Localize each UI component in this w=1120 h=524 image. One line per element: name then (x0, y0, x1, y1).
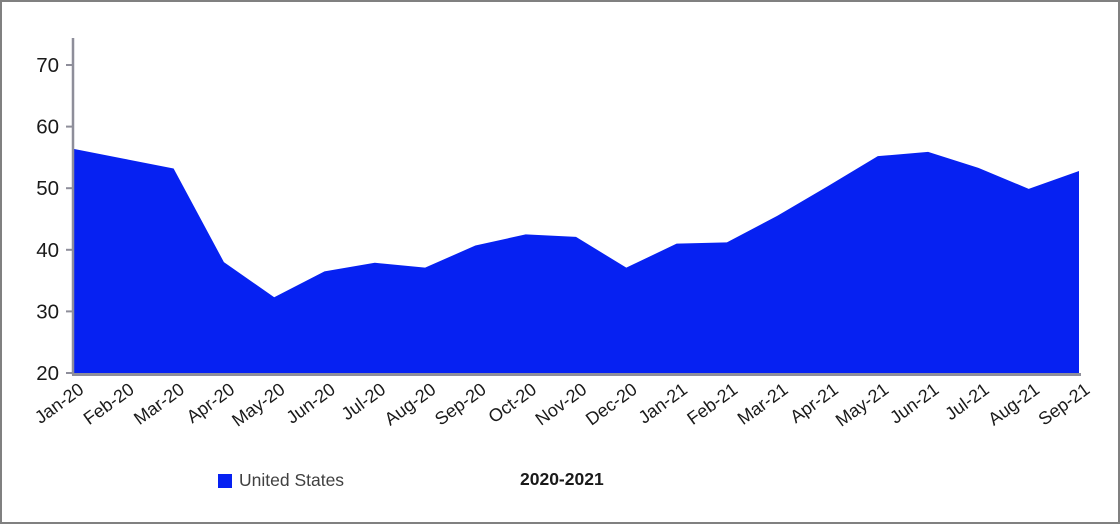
y-tick-label: 40 (36, 239, 59, 262)
y-tick-label: 30 (36, 300, 59, 323)
legend-label-united-states: United States (239, 470, 345, 490)
chart-legend: United States (218, 470, 344, 491)
x-tick-label: Mar-20 (130, 379, 188, 429)
x-tick-label: Aug-21 (984, 379, 1043, 429)
x-tick-label: Jan-21 (635, 379, 691, 428)
x-tick-label: Aug-20 (381, 379, 440, 429)
x-tick-label: Feb-20 (80, 379, 138, 429)
x-tick-label: Sep-20 (431, 379, 490, 429)
x-tick-label: Dec-20 (582, 379, 641, 429)
x-tick-label: Jul-20 (338, 379, 389, 424)
x-tick-label: Jun-20 (283, 379, 339, 428)
x-tick-label: Jun-21 (886, 379, 942, 428)
y-tick-label: 50 (36, 177, 59, 200)
y-tick-label: 20 (36, 362, 59, 385)
x-tick-label: Mar-21 (734, 379, 792, 429)
x-tick-label: Apr-21 (786, 379, 841, 427)
x-tick-label: Sep-21 (1035, 379, 1094, 429)
x-tick-label: Jul-21 (941, 379, 992, 424)
x-tick-label: May-21 (832, 379, 892, 430)
x-tick-label: Apr-20 (183, 379, 238, 427)
x-tick-label: Oct-20 (485, 379, 540, 427)
y-tick-label: 60 (36, 116, 59, 139)
x-axis-title: 2020-2021 (520, 469, 604, 489)
x-tick-label: Nov-20 (532, 379, 591, 429)
x-tick-label: Feb-21 (683, 379, 741, 429)
area-series-united-states (73, 148, 1079, 373)
y-tick-label: 70 (36, 54, 59, 77)
x-tick-label: Jan-20 (31, 379, 87, 428)
x-tick-label: May-20 (228, 379, 288, 430)
legend-swatch-united-states (218, 473, 232, 488)
